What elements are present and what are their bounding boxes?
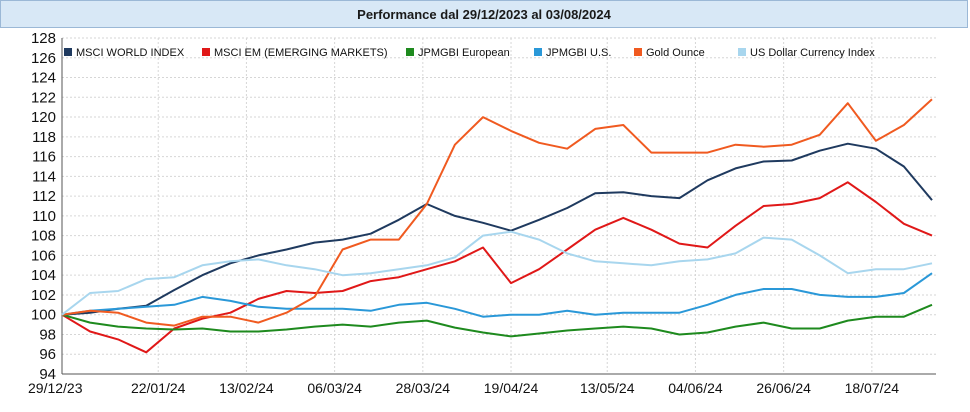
x-tick-label: 29/12/23 [28, 380, 83, 396]
x-tick-label: 06/03/24 [307, 380, 362, 396]
series-line-0 [61, 142, 933, 316]
legend-label-0: MSCI WORLD INDEX [76, 47, 185, 59]
legend-swatch-3 [534, 48, 542, 56]
y-tick-label: 106 [31, 247, 56, 264]
y-tick-label: 98 [39, 326, 56, 343]
x-tick-label: 26/06/24 [756, 380, 811, 396]
y-tick-label: 102 [31, 287, 56, 304]
legend-label-4: Gold Ounce [646, 47, 705, 59]
legend-label-3: JPMGBI U.S. [546, 47, 611, 59]
x-tick-label: 28/03/24 [396, 380, 451, 396]
y-tick-label: 122 [31, 89, 56, 106]
legend-label-5: US Dollar Currency Index [750, 47, 875, 59]
series-line-3 [61, 272, 933, 318]
y-tick-label: 104 [31, 267, 56, 284]
y-tick-label: 128 [31, 30, 56, 47]
series-line-4 [61, 98, 933, 327]
x-tick-label: 04/06/24 [668, 380, 723, 396]
x-tick-label: 19/04/24 [484, 380, 539, 396]
y-tick-label: 108 [31, 228, 56, 245]
series-line-5 [61, 230, 933, 316]
y-tick-label: 110 [32, 208, 56, 225]
y-tick-label: 120 [31, 109, 56, 126]
y-tick-label: 114 [32, 168, 56, 185]
legend-swatch-0 [64, 48, 72, 56]
chart-title: Performance dal 29/12/2023 al 03/08/2024 [0, 0, 968, 28]
x-tick-label: 13/05/24 [580, 380, 635, 396]
legend-label-2: JPMGBI European [418, 47, 510, 59]
x-tick-label: 22/01/24 [131, 380, 186, 396]
x-tick-label: 13/02/24 [219, 380, 274, 396]
y-tick-label: 112 [32, 188, 56, 205]
series-line-2 [61, 303, 933, 338]
y-tick-label: 100 [31, 307, 56, 324]
legend-label-1: MSCI EM (EMERGING MARKETS) [214, 47, 388, 59]
legend-swatch-5 [738, 48, 746, 56]
y-tick-label: 124 [31, 70, 56, 87]
y-tick-label: 116 [32, 149, 56, 166]
y-tick-label: 118 [32, 129, 56, 146]
x-tick-label: 18/07/24 [845, 380, 900, 396]
legend-swatch-1 [202, 48, 210, 56]
y-tick-label: 96 [39, 346, 56, 363]
y-tick-label: 126 [31, 50, 56, 67]
legend-swatch-2 [406, 48, 414, 56]
plot-area [62, 38, 936, 374]
legend-swatch-4 [634, 48, 642, 56]
y-tick-label: 94 [39, 366, 56, 383]
